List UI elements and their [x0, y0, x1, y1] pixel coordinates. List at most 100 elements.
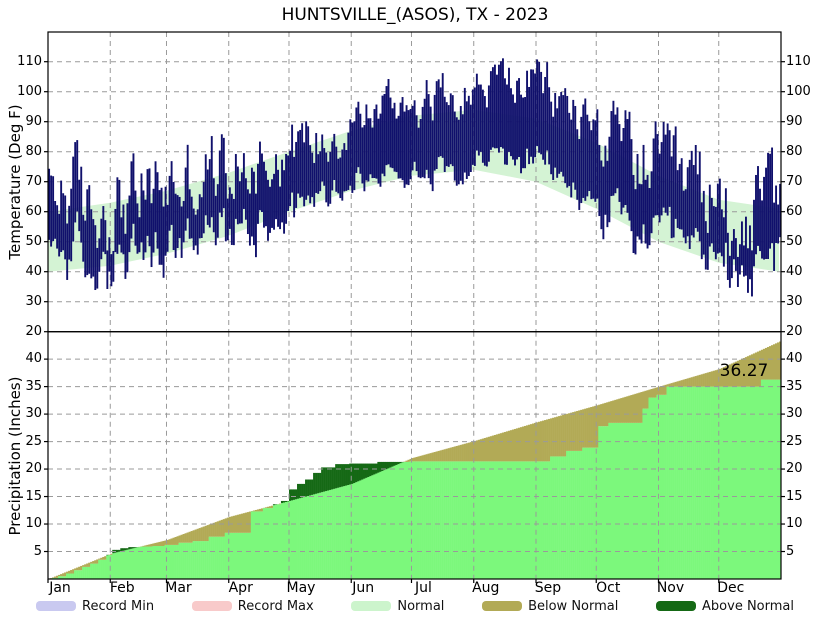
- precip-below-normal-column: [644, 390, 647, 409]
- precip-below-normal-column: [560, 415, 563, 457]
- precip-actual-column: [305, 496, 308, 579]
- temp-tick-label-left: 40: [25, 263, 42, 279]
- temp-daily-bar: [421, 106, 424, 178]
- precip-below-normal-column: [666, 384, 669, 387]
- temp-daily-bar: [68, 205, 71, 260]
- precip-actual-column: [264, 508, 268, 579]
- precip-actual-column: [130, 548, 133, 579]
- precip-below-normal-column: [519, 427, 523, 462]
- temp-daily-bar: [738, 244, 741, 275]
- legend-label: Above Normal: [702, 598, 794, 614]
- precip-below-normal-column: [507, 430, 511, 462]
- precip-below-normal-column: [638, 392, 641, 423]
- precip-actual-column: [286, 501, 290, 579]
- precip-actual-column: [381, 470, 384, 579]
- temp-daily-bar: [88, 185, 91, 274]
- precip-actual-column: [122, 550, 125, 579]
- temp-daily-bar: [524, 97, 527, 169]
- precip-below-normal-column: [610, 401, 613, 423]
- temp-daily-bar: [532, 69, 535, 164]
- temp-daily-bar: [160, 187, 163, 265]
- temp-daily-bar: [483, 96, 486, 166]
- precip-below-normal-column: [608, 401, 611, 423]
- temp-daily-bar: [578, 139, 581, 210]
- temp-daily-bar: [248, 193, 251, 246]
- precip-actual-column: [718, 386, 722, 579]
- precip-below-normal-column: [166, 539, 169, 545]
- precip-actual-column: [176, 544, 179, 579]
- precip-actual-column: [576, 450, 579, 579]
- precip-below-normal-column: [714, 370, 717, 387]
- precip-actual-column: [383, 470, 386, 579]
- precip-actual-column: [662, 394, 665, 579]
- precip-actual-column: [495, 461, 499, 579]
- precip-actual-column: [451, 461, 454, 579]
- precip-below-normal-column: [186, 532, 189, 543]
- temp-daily-bar: [202, 182, 205, 234]
- precip-below-normal-column: [756, 351, 760, 387]
- precip-actual-column: [284, 502, 288, 579]
- precip-below-normal-column: [491, 435, 495, 462]
- precip-below-normal-column: [485, 437, 489, 462]
- temp-daily-bar: [409, 108, 412, 180]
- precip-tick-label-right: 15: [786, 488, 803, 504]
- precip-actual-column: [140, 546, 143, 579]
- precip-actual-column: [554, 456, 557, 579]
- precip-actual-column: [437, 461, 440, 579]
- precip-below-normal-column: [602, 403, 605, 427]
- precip-below-normal-column: [718, 369, 722, 387]
- precip-actual-column: [692, 386, 695, 579]
- temp-daily-bar: [339, 157, 342, 199]
- temp-daily-bar: [86, 189, 89, 276]
- temp-daily-bar: [526, 70, 529, 149]
- precip-actual-column: [447, 461, 450, 579]
- precip-below-normal-column: [493, 434, 497, 462]
- precip-below-normal-column: [90, 561, 93, 564]
- precip-actual-column: [357, 481, 360, 579]
- precip-actual-column: [359, 480, 362, 579]
- temp-daily-bar: [732, 229, 735, 260]
- precip-below-normal-column: [505, 431, 509, 462]
- temp-daily-bar: [576, 129, 579, 200]
- precip-actual-column: [698, 386, 701, 579]
- precip-actual-column: [341, 486, 344, 579]
- precip-actual-column: [431, 461, 434, 579]
- precip-above-normal-column: [118, 549, 121, 552]
- precip-below-normal-column: [144, 545, 147, 547]
- temp-daily-bar: [706, 232, 709, 270]
- temp-daily-bar: [112, 250, 115, 282]
- temp-tick-label-right: 100: [786, 83, 811, 99]
- temp-daily-bar: [522, 97, 524, 169]
- temp-daily-bar: [686, 167, 689, 237]
- temp-daily-bar: [688, 159, 691, 249]
- precip-below-normal-column: [423, 454, 426, 462]
- precip-actual-column: [276, 504, 280, 579]
- precip-actual-column: [485, 461, 489, 579]
- temp-daily-bar: [114, 208, 117, 253]
- precip-above-normal-column: [321, 467, 324, 493]
- precip-below-normal-column: [433, 452, 436, 462]
- temp-daily-bar: [399, 102, 402, 179]
- precip-below-normal-column: [550, 418, 553, 457]
- temp-daily-bar: [194, 214, 197, 246]
- temp-daily-bar: [122, 204, 125, 255]
- precip-below-normal-column: [56, 575, 59, 578]
- temp-daily-bar: [668, 130, 671, 207]
- precip-actual-column: [288, 500, 292, 579]
- precip-actual-column: [562, 456, 565, 579]
- temp-daily-bar: [166, 204, 169, 252]
- precip-above-normal-column: [391, 461, 394, 467]
- precip-below-normal-column: [449, 447, 452, 462]
- precip-actual-column: [459, 461, 462, 579]
- temp-daily-bar: [176, 195, 179, 249]
- temp-daily-bar: [680, 158, 683, 230]
- precip-below-normal-column: [568, 413, 571, 451]
- temp-daily-bar: [582, 104, 585, 198]
- precip-below-normal-column: [246, 512, 250, 533]
- temp-daily-bar: [323, 148, 326, 186]
- precip-above-normal-column: [305, 479, 308, 497]
- precip-below-normal-column: [172, 537, 175, 545]
- temp-daily-bar: [82, 214, 85, 262]
- precip-below-normal-column: [686, 378, 689, 387]
- precip-below-normal-column: [146, 544, 149, 547]
